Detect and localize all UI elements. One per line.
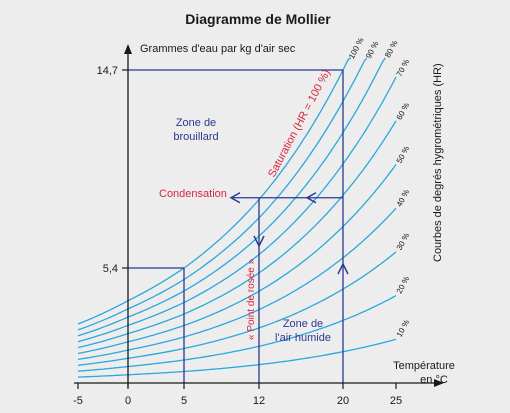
rh-label-90: 90 % [364, 40, 381, 60]
rh-curve-60 [77, 120, 397, 349]
x-tick-label-1: 0 [125, 395, 131, 407]
rh-label-80: 80 % [383, 39, 400, 59]
condensation-label: Condensation [159, 188, 227, 200]
downward-arrow-head [253, 235, 265, 248]
upward-arrow-head [337, 262, 349, 275]
rh-label-60: 60 % [395, 101, 412, 121]
rh-label-10: 10 % [395, 318, 412, 338]
y-tick-label-1: 14,7 [97, 65, 118, 77]
humid-zone-label-2: l'air humide [275, 332, 331, 344]
y-axis-label: Grammes d'eau par kg d'air sec [140, 43, 296, 55]
x-tick-label-2: 5 [181, 395, 187, 407]
x-axis-label-line1: Température [393, 360, 455, 372]
guide-lines [128, 69, 349, 383]
fog-zone-label-2: brouillard [173, 131, 218, 143]
rh-curve-90 [77, 57, 368, 331]
rh-curve-100 [77, 57, 352, 325]
leftward-arrow-head [305, 192, 317, 204]
chart-title: Diagramme de Mollier [185, 11, 331, 27]
y-axis-arrow [124, 44, 132, 54]
fog-zone-label-1: Zone de [176, 117, 216, 129]
rh-curve-40 [77, 207, 397, 361]
humid-zone-label-1: Zone de [283, 318, 323, 330]
rh-label-70: 70 % [395, 58, 412, 78]
x-axis-arrow [434, 379, 444, 387]
rh-curve-50 [77, 164, 397, 355]
x-tick-label-0: -5 [73, 395, 83, 407]
x-tick-label-5: 25 [390, 395, 402, 407]
right-axis-label: Courbes de degrés hygrométriques (HR) [432, 63, 444, 262]
condensation-arrow-head [229, 192, 241, 204]
x-tick-label-4: 20 [337, 395, 349, 407]
rh-label-100: 100 % [347, 36, 366, 60]
dew-point-label: « Point de rosée » [246, 258, 257, 340]
ticks: -5 0 5 12 20 25 5,4 14,7 [73, 65, 402, 407]
rh-curve-80 [77, 57, 386, 337]
rh-curve-30 [77, 251, 397, 366]
rh-label-40: 40 % [395, 188, 412, 208]
rh-label-20: 20 % [395, 275, 412, 295]
rh-label-50: 50 % [395, 145, 412, 165]
y-tick-label-0: 5,4 [103, 263, 118, 275]
rh-label-30: 30 % [395, 231, 412, 251]
x-tick-label-3: 12 [253, 395, 265, 407]
rh-curve-20 [77, 295, 397, 372]
axes [74, 44, 444, 387]
